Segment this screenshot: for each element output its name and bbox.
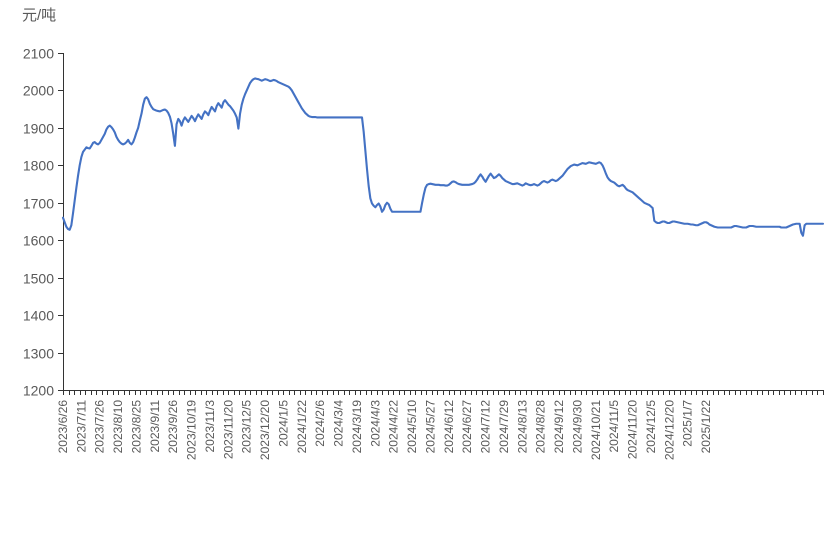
x-tick-label: 2023/12/5 — [240, 400, 254, 454]
x-axis-labels: 2023/6/26 2023/7/11 2023/7/26 2023/8/10 2023… — [56, 400, 713, 460]
x-tick-label: 2024/12/5 — [644, 400, 658, 454]
y-tick-label: 1500 — [23, 271, 54, 287]
x-tick-label: 2024/4/22 — [387, 400, 401, 454]
x-tick-label: 2023/7/11 — [74, 400, 88, 453]
x-tick-label: 2023/6/26 — [56, 400, 70, 454]
x-tick-label: 2025/1/22 — [699, 400, 713, 454]
y-tick-label: 1300 — [23, 346, 54, 362]
x-tick-label: 2024/8/28 — [534, 400, 548, 454]
x-tick-label: 2024/1/5 — [276, 400, 290, 447]
y-axis-unit-label: 元/吨 — [22, 7, 57, 24]
x-tick-label: 2023/7/26 — [93, 400, 107, 454]
x-tick-label: 2023/8/25 — [129, 400, 143, 454]
y-tick-label: 1700 — [23, 196, 54, 212]
x-tick-label: 2024/2/6 — [313, 400, 327, 447]
x-tick-label: 2024/12/20 — [662, 400, 676, 460]
x-tick-label: 2023/11/3 — [203, 400, 217, 453]
y-tick-label: 1400 — [23, 308, 54, 324]
x-tick-label: 2024/6/12 — [442, 400, 456, 454]
y-axis-ticks: 2100 2000 1900 1800 1700 1600 1500 1400 1300 1200 — [23, 46, 63, 399]
x-tick-label: 2024/7/29 — [497, 400, 511, 454]
x-tick-label: 2024/7/12 — [479, 400, 493, 454]
x-tick-label: 2025/1/7 — [681, 400, 695, 447]
y-tick-label: 1900 — [23, 121, 54, 137]
x-tick-label: 2024/1/22 — [295, 400, 309, 454]
y-tick-label: 1200 — [23, 383, 54, 399]
x-tick-label: 2024/4/3 — [368, 400, 382, 447]
x-tick-label: 2023/10/19 — [185, 400, 199, 460]
x-tick-label: 2023/12/20 — [258, 400, 272, 460]
price-series-line — [61, 77, 825, 237]
x-tick-label: 2024/11/20 — [626, 400, 640, 459]
y-tick-label: 1800 — [23, 158, 54, 174]
x-tick-label: 2023/9/11 — [148, 400, 162, 453]
x-tick-label: 2024/9/12 — [552, 400, 566, 454]
x-tick-label: 2023/11/20 — [221, 400, 235, 459]
x-tick-label: 2024/3/19 — [350, 400, 364, 454]
x-tick-label: 2024/9/30 — [570, 400, 584, 454]
x-tick-label: 2024/6/27 — [460, 400, 474, 454]
y-tick-label: 2100 — [23, 46, 54, 62]
x-tick-label: 2024/5/10 — [405, 400, 419, 454]
x-tick-label: 2024/11/5 — [607, 400, 621, 453]
x-tick-label: 2023/9/26 — [166, 400, 180, 454]
x-tick-label: 2024/8/13 — [515, 400, 529, 454]
x-tick-label: 2024/3/4 — [332, 400, 346, 447]
x-tick-label: 2024/5/27 — [423, 400, 437, 454]
x-tick-label: 2023/8/10 — [111, 400, 125, 454]
x-tick-label: 2024/10/21 — [589, 400, 603, 460]
y-tick-label: 2000 — [23, 83, 54, 99]
y-tick-label: 1600 — [23, 233, 54, 249]
